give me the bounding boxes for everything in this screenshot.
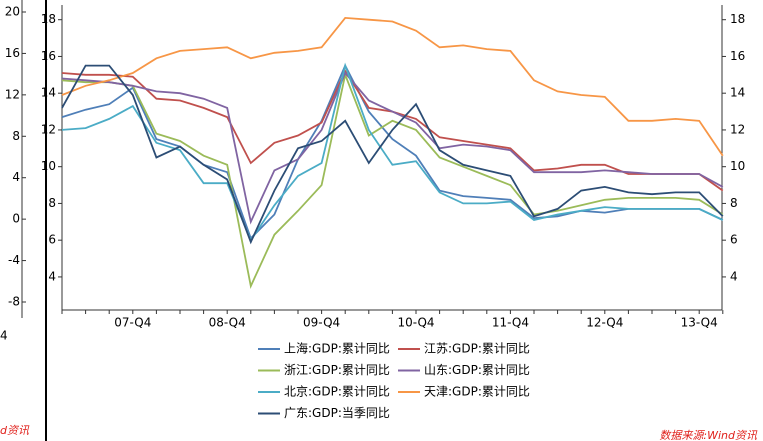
y-tick-label: 10 [41, 159, 56, 173]
x-tick-label: 08-Q4 [209, 316, 246, 330]
legend-label: 北京:GDP:累计同比 [284, 385, 390, 399]
y2-tick-label: 18 [730, 12, 745, 26]
legend-label: 江苏:GDP:累计同比 [424, 342, 530, 356]
y2-tick-label: 8 [730, 196, 738, 210]
y2-tick-label: 16 [730, 49, 745, 63]
legend-label: 上海:GDP:累计同比 [284, 341, 390, 356]
series-line [61, 71, 724, 225]
x-tick-label: 12-Q4 [586, 316, 623, 330]
fragment-tick-label: -4 [8, 253, 20, 267]
series-line [61, 71, 724, 290]
series-line [61, 16, 724, 157]
x-tick-label: 09-Q4 [303, 316, 340, 330]
y-tick-label: 14 [41, 86, 56, 100]
x-tick-label: 07-Q4 [114, 316, 151, 330]
series-line [61, 64, 724, 245]
legend-label: 广东:GDP:当季同比 [284, 406, 390, 420]
y2-tick-label: 14 [730, 86, 745, 100]
legend-label: 山东:GDP:累计同比 [424, 363, 530, 377]
y2-tick-label: 4 [730, 269, 738, 283]
y-tick-label: 4 [48, 269, 56, 283]
y-tick-label: 16 [41, 49, 56, 63]
fragment-tick-label: 12 [5, 87, 20, 101]
fragment-tick-label: 4 [12, 170, 20, 184]
y-tick-label: 12 [41, 122, 56, 136]
fragment-source: d资讯 [0, 424, 30, 437]
fragment-tick-label: 0 [12, 212, 20, 226]
x-tick-label: 11-Q4 [492, 316, 529, 330]
y-tick-label: 6 [48, 233, 56, 247]
series-line [61, 62, 724, 243]
series-line [61, 63, 724, 240]
x-tick-label: 10-Q4 [397, 316, 434, 330]
y-tick-label: 18 [41, 12, 56, 26]
fragment-x-label: 4 [0, 329, 8, 343]
y2-tick-label: 10 [730, 159, 745, 173]
fragment-tick-label: 8 [12, 129, 20, 143]
y2-tick-label: 12 [730, 122, 745, 136]
fragment-tick-label: 16 [5, 46, 20, 60]
fragment-tick-label: -8 [8, 295, 20, 309]
x-tick-label: 13-Q4 [681, 316, 718, 330]
y2-tick-label: 6 [730, 233, 738, 247]
legend-label: 浙江:GDP:累计同比 [284, 363, 390, 377]
y-tick-label: 8 [48, 196, 56, 210]
source: 数据来源:Wind资讯 [659, 429, 758, 441]
fragment-tick-label: 20 [5, 5, 20, 19]
legend-label: 天津:GDP:累计同比 [424, 385, 530, 399]
